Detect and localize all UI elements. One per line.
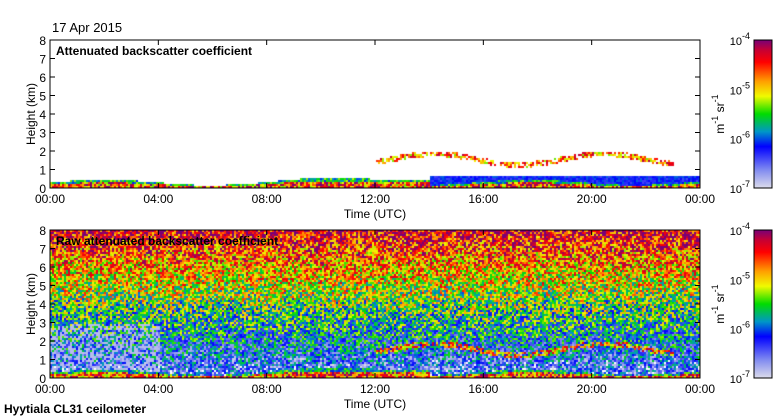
date-label: 17 Apr 2015	[52, 20, 123, 35]
y-tick-label: 6	[39, 71, 46, 85]
colorbar-tick-label: 10-5	[730, 270, 750, 287]
x-tick-label: 00:00	[685, 192, 715, 206]
plot-frame	[49, 229, 701, 379]
colorbar-tick-label: 10-6	[730, 130, 750, 147]
colorbar-tick-label: 10-4	[730, 31, 750, 48]
raw-backscatter-heatmap	[50, 230, 700, 378]
colorbar-label: m-1 sr-1	[710, 94, 727, 133]
x-axis-label: Time (UTC)	[344, 397, 406, 411]
x-tick-label: 00:00	[35, 192, 65, 206]
colorbar	[753, 229, 773, 379]
y-tick-label: 8	[39, 34, 46, 48]
y-tick-label: 5	[39, 280, 46, 294]
colorbar-tick-label: 10-7	[730, 179, 750, 196]
y-tick-label: 5	[39, 90, 46, 104]
plot-frame	[49, 39, 701, 189]
y-tick-label: 1	[39, 354, 46, 368]
x-tick-label: 16:00	[468, 382, 498, 396]
x-tick-label: 00:00	[35, 382, 65, 396]
colorbar-tick-label: 10-4	[730, 221, 750, 238]
x-tick-label: 20:00	[577, 192, 607, 206]
y-tick-label: 4	[39, 298, 46, 312]
y-tick-label: 7	[39, 243, 46, 257]
x-tick-label: 20:00	[577, 382, 607, 396]
plot-title: Attenuated backscatter coefficient	[56, 44, 252, 58]
x-tick-label: 08:00	[252, 382, 282, 396]
y-tick-label: 0	[39, 182, 46, 196]
y-axis-label: Height (km)	[24, 273, 38, 335]
x-tick-label: 00:00	[685, 382, 715, 396]
backscatter-heatmap	[50, 40, 700, 188]
x-tick-label: 12:00	[360, 382, 390, 396]
colorbar-tick-label: 10-6	[730, 320, 750, 337]
colorbar-label: m-1 sr-1	[710, 284, 727, 323]
x-tick-label: 16:00	[468, 192, 498, 206]
y-tick-label: 3	[39, 317, 46, 331]
y-tick-label: 4	[39, 108, 46, 122]
y-tick-label: 7	[39, 53, 46, 67]
y-tick-label: 1	[39, 164, 46, 178]
colorbar	[753, 39, 773, 189]
y-tick-label: 2	[39, 145, 46, 159]
x-axis-label: Time (UTC)	[344, 207, 406, 221]
colorbar-tick-label: 10-7	[730, 369, 750, 386]
x-tick-label: 12:00	[360, 192, 390, 206]
instrument-label: Hyytiala CL31 ceilometer	[4, 402, 147, 416]
y-tick-label: 3	[39, 127, 46, 141]
colorbar-tick-label: 10-5	[730, 80, 750, 97]
y-tick-label: 8	[39, 224, 46, 238]
plot-title: Raw attenuated backscatter coefficient	[56, 234, 278, 248]
x-tick-label: 04:00	[143, 192, 173, 206]
x-tick-label: 04:00	[143, 382, 173, 396]
y-tick-label: 6	[39, 261, 46, 275]
y-tick-label: 2	[39, 335, 46, 349]
x-tick-label: 08:00	[252, 192, 282, 206]
y-tick-label: 0	[39, 372, 46, 386]
y-axis-label: Height (km)	[24, 83, 38, 145]
